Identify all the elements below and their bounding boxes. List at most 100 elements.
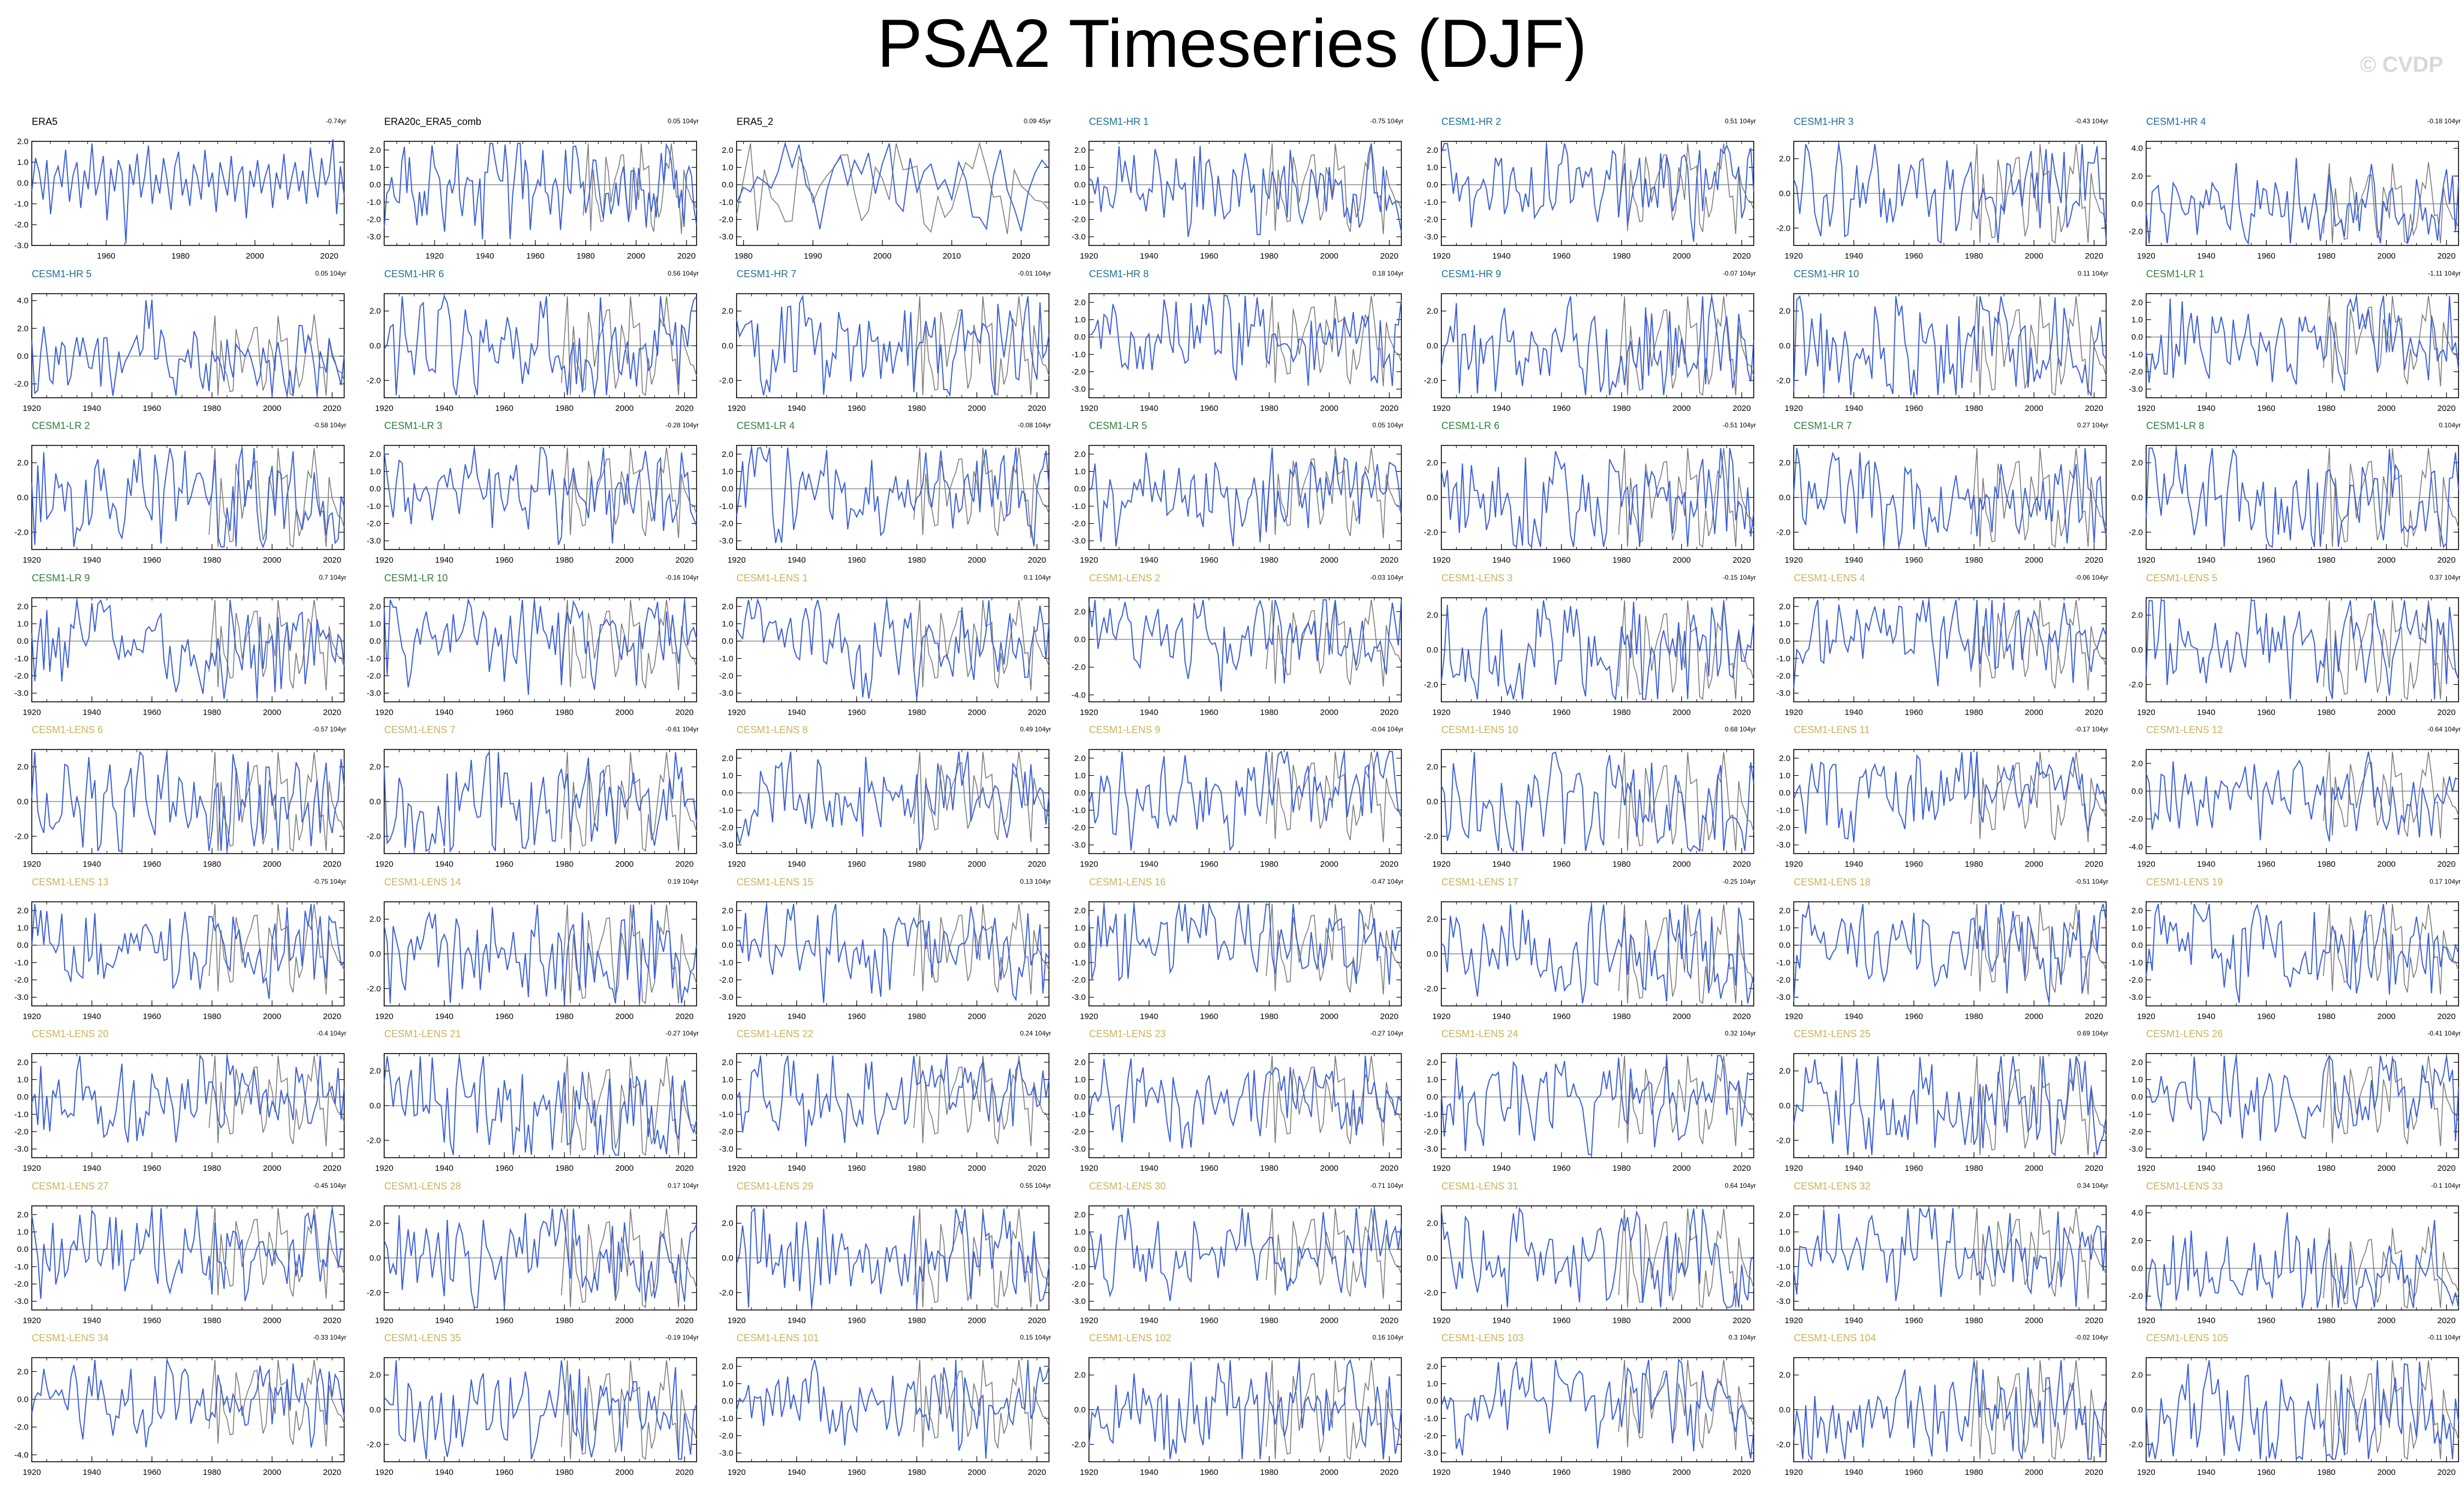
y-tick-label: 2.0: [17, 324, 28, 333]
x-tick-label: 2000: [2377, 251, 2395, 261]
x-tick-label: 2000: [968, 860, 986, 869]
timeseries-chart: 2.0 0.0 -2.0 1920 1940 1960 1980 2000 2020: [367, 901, 697, 1021]
timeseries-panel: CESM1-LENS 4 -0.06 104yr 2.0 1.0 0.0 -1.0 -2.0…: [1762, 570, 2114, 722]
y-tick-label: 0.0: [1427, 1092, 1438, 1102]
timeseries-panel: CESM1-LR 1 -1.11 104yr 2.0 1.0 0.0 -1.0 -2.0 -3…: [2114, 266, 2464, 418]
y-tick-label: -2.0: [1776, 672, 1790, 681]
x-tick-label: 1920: [1784, 1316, 1803, 1325]
x-tick-label: 2020: [675, 556, 693, 565]
y-tick-label: -3.0: [719, 1145, 733, 1154]
x-tick-label: 1960: [1905, 251, 1923, 261]
y-tick-label: 2.0: [2131, 1371, 2143, 1380]
x-tick-label: 2020: [1012, 251, 1030, 261]
x-tick-label: 1920: [1432, 404, 1450, 413]
x-tick-label: 1980: [203, 404, 221, 413]
x-tick-label: 2020: [1028, 1164, 1046, 1173]
timeseries-chart: 2.0 0.0 -2.0 1920 1940 1960 1980 2000 2020: [1424, 597, 1754, 717]
x-tick-label: 1920: [2137, 251, 2155, 261]
y-tick-label: -2.0: [367, 376, 381, 385]
y-tick-label: 0.0: [369, 1101, 381, 1111]
x-tick-label: 2000: [2025, 708, 2043, 717]
panel-trend-label: 0.3 104yr: [1728, 1334, 1756, 1341]
plot-frame: [736, 901, 1050, 1006]
x-tick-label: 1960: [1905, 556, 1923, 565]
y-tick-label: -3.0: [719, 993, 733, 1002]
panel-trend-label: 0.24 104yr: [1020, 1029, 1051, 1037]
x-tick-label: 1960: [495, 1468, 514, 1477]
x-tick-label: 1980: [1260, 404, 1278, 413]
x-tick-label: 1960: [2257, 251, 2275, 261]
panel-trend-label: -0.16 104yr: [665, 574, 699, 581]
x-tick-label: 1920: [1784, 1164, 1803, 1173]
y-tick-label: 2.0: [1074, 1210, 1086, 1220]
timeseries-panel: CESM1-LENS 13 -0.75 104yr 2.0 1.0 0.0 -1.0 -2.…: [0, 874, 352, 1026]
y-tick-label: 0.0: [369, 1405, 381, 1415]
y-tick-label: 0.0: [1779, 1101, 1790, 1111]
x-tick-label: 1940: [1845, 404, 1863, 413]
x-tick-label: 1980: [908, 708, 926, 717]
x-tick-label: 2000: [2377, 1012, 2395, 1021]
x-tick-label: 1980: [555, 860, 573, 869]
plot-frame: [31, 901, 345, 1006]
x-tick-label: 2000: [1320, 1468, 1338, 1477]
timeseries-chart: 2.0 1.0 0.0 -1.0 -2.0 -3.0 1920 1940 1960 1980 200…: [719, 1357, 1050, 1477]
model-series-line: [2146, 599, 2459, 700]
timeseries-chart: 2.0 1.0 0.0 -1.0 -2.0 -3.0 1920 1940 1960 1980 200…: [1776, 597, 2107, 717]
x-tick-label: 1920: [727, 404, 745, 413]
model-series-line: [1088, 447, 1402, 547]
panel-title: CESM1-LENS 101: [737, 1332, 819, 1343]
x-tick-label: 1940: [2197, 1164, 2215, 1173]
panel-trend-label: -0.51 104yr: [2075, 878, 2108, 885]
panel-title: CESM1-HR 10: [1794, 268, 1860, 279]
y-tick-label: -3.0: [719, 1449, 733, 1458]
panel-trend-label: -0.74yr: [326, 117, 346, 125]
y-tick-label: -3.0: [1424, 232, 1438, 242]
panel-trend-label: 0.09 45yr: [1023, 117, 1051, 125]
plot-frame: [2146, 901, 2459, 1006]
x-tick-label: 1960: [1905, 860, 1923, 869]
panel-title: CESM1-LENS 26: [2146, 1028, 2223, 1039]
obs-series-line: [1265, 903, 1402, 995]
y-tick-label: -1.0: [1776, 1262, 1790, 1272]
y-tick-label: -2.0: [367, 1440, 381, 1449]
timeseries-panel: CESM1-HR 8 0.18 104yr 2.0 1.0 0.0 -1.0 -2.0 -3.…: [1057, 266, 1409, 418]
x-tick-label: 1920: [1432, 1468, 1450, 1477]
panel-trend-label: 0.64 104yr: [1725, 1182, 1756, 1189]
timeseries-panel: CESM1-LENS 9 -0.04 104yr 2.0 1.0 0.0 -1.0 -2.0…: [1057, 722, 1409, 874]
y-tick-label: 2.0: [722, 307, 733, 316]
panel-title: CESM1-LENS 34: [32, 1332, 109, 1343]
timeseries-chart: 2.0 1.0 0.0 -1.0 -2.0 -3.0 1920 1940 1960 1980 200…: [1071, 1053, 1402, 1173]
panel-trend-label: -0.75 104yr: [313, 878, 346, 885]
panel-trend-label: 0.68 104yr: [1725, 725, 1756, 733]
y-tick-label: 2.0: [369, 307, 381, 316]
x-tick-label: 1960: [1553, 1012, 1571, 1021]
obs-series-line: [1618, 143, 1754, 234]
timeseries-chart: 2.0 1.0 0.0 -1.0 -2.0 -3.0 1920 1940 1960 1980 200…: [719, 1053, 1050, 1173]
y-tick-label: 1.0: [1074, 924, 1086, 933]
timeseries-chart: 2.0 1.0 0.0 -1.0 -2.0 -3.0 1920 1940 1960 1980 200…: [2129, 901, 2459, 1021]
timeseries-panel: CESM1-LENS 18 -0.51 104yr 2.0 1.0 0.0 -1.0 -2.…: [1762, 874, 2114, 1026]
plot-frame: [2146, 1205, 2459, 1311]
timeseries-chart: 2.0 0.0 -2.0 -4.0 1920 1940 1960 1980 2000 2020: [14, 1357, 345, 1477]
obs-series-line: [2323, 448, 2459, 548]
x-tick-label: 1960: [1200, 708, 1218, 717]
x-tick-label: 1980: [1965, 1468, 1983, 1477]
timeseries-panel: CESM1-LENS 1 0.1 104yr 2.0 1.0 0.0 -1.0 -2.0 -3…: [705, 570, 1057, 722]
x-tick-label: 2020: [2085, 860, 2103, 869]
timeseries-panel: CESM1-LENS 32 0.34 104yr 2.0 1.0 0.0 -1.0 -2.0…: [1762, 1178, 2114, 1330]
y-tick-label: -1.0: [719, 806, 733, 815]
panel-title: CESM1-LENS 25: [1794, 1028, 1871, 1039]
timeseries-panel: CESM1-LENS 20 -0.4 104yr 2.0 1.0 0.0 -1.0 -2.0…: [0, 1026, 352, 1178]
x-tick-label: 1980: [1612, 556, 1630, 565]
model-series-line: [2146, 1054, 2459, 1141]
timeseries-panel: CESM1-LENS 33 -0.1 104yr 4.0 2.0 0.0 -2.0 1920…: [2114, 1178, 2464, 1330]
y-tick-label: -2.0: [2129, 1292, 2143, 1301]
y-tick-label: -2.0: [1776, 823, 1790, 833]
x-tick-label: 1920: [2137, 1316, 2155, 1325]
model-series-line: [1793, 448, 2107, 547]
panel-title: CESM1-LENS 12: [2146, 724, 2223, 735]
panel-title: CESM1-LENS 32: [1794, 1181, 1871, 1192]
x-tick-label: 2000: [968, 1012, 986, 1021]
y-tick-label: -1.0: [14, 654, 28, 663]
model-series-line: [31, 1054, 345, 1143]
